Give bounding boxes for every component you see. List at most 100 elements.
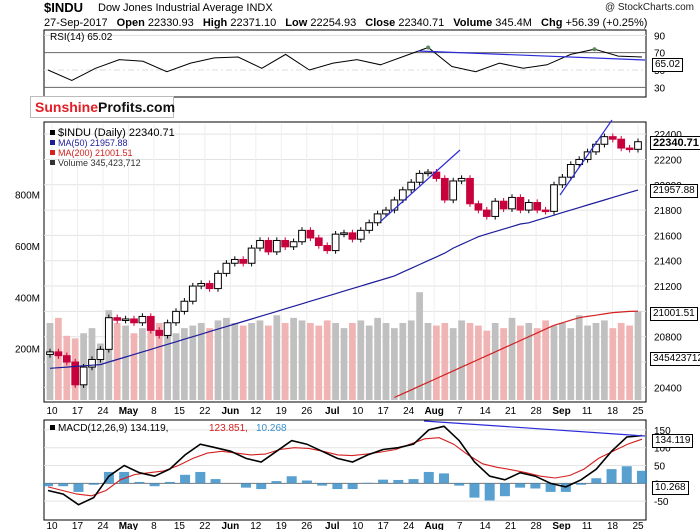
candle-body	[146, 315, 155, 331]
open-value: 22330.93	[147, 17, 194, 29]
macd-histogram-bar	[195, 471, 206, 484]
volume-bar	[634, 311, 642, 400]
price-x-label: 11	[582, 406, 593, 417]
volume-bar	[399, 322, 407, 400]
volume-bar	[508, 317, 516, 400]
candle-body	[289, 241, 298, 248]
price-x-label: 18	[607, 406, 619, 417]
candle-body	[415, 172, 424, 183]
price-x-label: Sep	[552, 406, 570, 417]
price-tick-label: 20400	[654, 383, 682, 394]
candle-body	[449, 180, 458, 201]
macd-tick-label: -50	[654, 497, 669, 508]
macd-histogram-bar	[317, 483, 328, 486]
volume-bar	[105, 310, 113, 400]
volume-bar	[517, 325, 524, 400]
low-value: 22254.93	[310, 17, 357, 29]
candle-body	[264, 239, 273, 253]
macd-histogram-bar	[576, 483, 587, 485]
ma200-line	[394, 310, 639, 399]
volume-bar	[617, 322, 625, 400]
volume-bar	[374, 317, 381, 400]
macd-histogram-bar	[332, 483, 343, 490]
macd-histogram-bar	[271, 481, 282, 484]
volume-bar	[223, 317, 230, 400]
volume-bar	[298, 320, 306, 400]
candle-body	[382, 209, 390, 215]
macd-histogram-bar	[408, 479, 419, 484]
price-tick-label: 21600	[654, 231, 682, 242]
legend-swatch	[50, 130, 55, 135]
macd-histogram-bar	[301, 480, 312, 484]
price-tick-label: 21400	[654, 257, 682, 268]
price-tick-label: 21200	[654, 282, 682, 293]
candle-body	[508, 196, 516, 210]
volume-bar	[97, 343, 104, 400]
candle-body	[96, 348, 105, 360]
macd-x-label: 10	[46, 521, 58, 530]
macd-x-label: 17	[72, 521, 84, 530]
volume-label: Volume	[453, 17, 493, 29]
macd-x-label: 12	[250, 521, 262, 530]
rsi-legend: RSI(14) 65.02	[50, 32, 113, 43]
volume-tick-label: 400M	[15, 293, 40, 304]
macd-tick-label: 100	[654, 444, 671, 455]
volume-value: 345.4M	[495, 17, 532, 29]
macd-frame	[43, 419, 647, 521]
date: 27-Sep-2017	[44, 17, 108, 29]
header-name: Dow Jones Industrial Average INDX	[98, 2, 273, 14]
price-legend-item: MA(50) 21957.88	[58, 138, 128, 148]
candle-body	[524, 201, 533, 211]
candle-body	[432, 171, 441, 179]
legend-swatch	[50, 150, 55, 155]
volume-bar	[592, 322, 600, 400]
candle-body	[608, 136, 617, 140]
volume-bar	[122, 325, 129, 400]
price-x-label: Jul	[325, 406, 340, 417]
candle-body	[407, 181, 416, 191]
hist-current-tag: 10.268	[652, 481, 689, 495]
macd-x-label: 8	[151, 521, 157, 530]
price-x-label: 24	[97, 406, 109, 417]
macd-x-label: 24	[97, 521, 109, 530]
candle-body	[113, 317, 122, 321]
macd-tick-label: 150	[654, 426, 671, 437]
macd-signal-line	[47, 437, 643, 497]
macd-legend-hist: 10.268	[256, 423, 287, 434]
candle-body	[281, 239, 290, 248]
price-current-tag: 22340.71	[650, 136, 700, 150]
price-frame	[43, 121, 647, 403]
candle-body	[71, 361, 80, 386]
candle-body	[424, 171, 432, 175]
candle-body	[323, 245, 332, 252]
price-x-label: 10	[46, 406, 58, 417]
price-x-label: 24	[403, 406, 415, 417]
candle-body	[197, 283, 206, 287]
volume-bar	[559, 322, 566, 400]
macd-histogram-bar	[484, 483, 495, 501]
volume-bar	[575, 315, 583, 400]
rsi-line	[47, 46, 643, 81]
candle-body	[180, 300, 189, 312]
macd-histogram-bar	[180, 474, 191, 484]
rsi-trendline	[417, 50, 646, 61]
volume-bar	[113, 322, 121, 400]
open-label: Open	[116, 17, 145, 29]
macd-x-label: Jul	[325, 521, 340, 530]
volume-bar	[542, 320, 549, 400]
volume-bar	[63, 335, 71, 400]
macd-histogram-bar	[347, 483, 358, 490]
ma200-current-tag: 21001.51	[650, 307, 698, 321]
price-x-label: 22	[199, 406, 211, 417]
volume-bar	[147, 320, 155, 400]
ohlc-line: 27-Sep-2017 Open 22330.93 High 22371.10 …	[44, 17, 647, 29]
candle-body	[104, 317, 113, 350]
low-label: Low	[285, 17, 308, 29]
macd-histogram-bar	[103, 471, 114, 484]
candle-body	[46, 351, 54, 355]
candle-body	[298, 229, 306, 243]
macd-histogram-bar	[393, 479, 404, 484]
macd-histogram-bar	[286, 476, 297, 484]
volume-bar	[441, 322, 449, 400]
